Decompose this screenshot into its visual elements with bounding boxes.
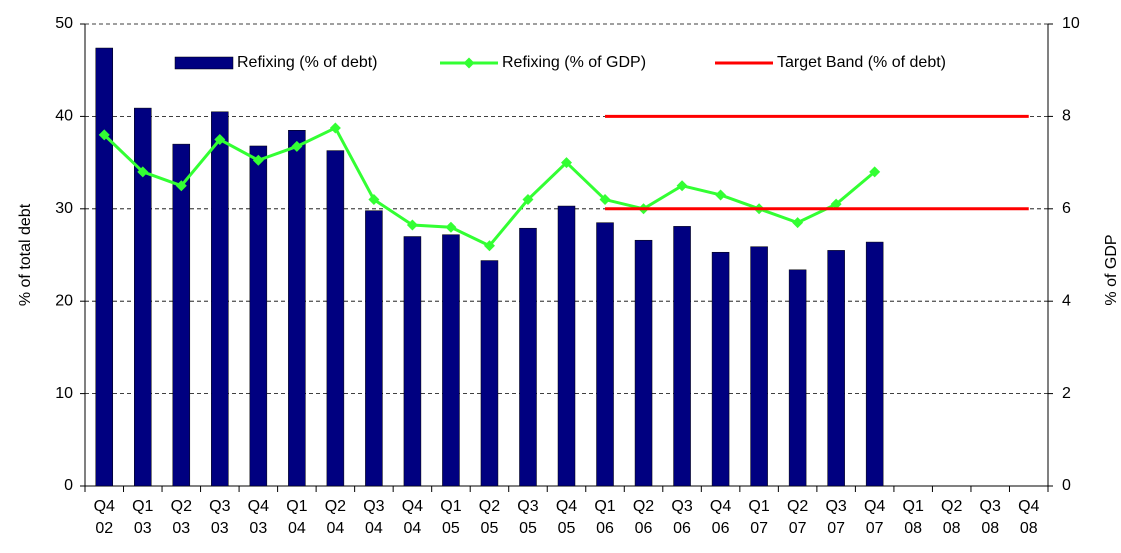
y2-tick-label: 10 bbox=[1062, 15, 1080, 32]
x-tick-label: Q2 08 bbox=[941, 498, 963, 537]
bar bbox=[403, 236, 422, 487]
y-axis-label: % of total debt bbox=[17, 203, 34, 306]
x-tick-label: Q3 08 bbox=[979, 498, 1001, 537]
marker bbox=[137, 166, 149, 178]
bar bbox=[827, 250, 845, 487]
bar bbox=[711, 251, 730, 487]
bar bbox=[134, 107, 152, 487]
x-tick-label: Q3 03 bbox=[209, 498, 231, 537]
bar bbox=[788, 269, 807, 487]
marker bbox=[561, 157, 572, 169]
y2-tick-label: 8 bbox=[1062, 108, 1071, 125]
legend-label: Refixing (% of GDP) bbox=[502, 54, 646, 71]
bar bbox=[634, 239, 653, 487]
bar bbox=[249, 145, 268, 487]
bar bbox=[172, 143, 191, 487]
marker bbox=[406, 219, 418, 231]
x-tick-label: Q1 03 bbox=[132, 498, 154, 537]
bar bbox=[865, 241, 884, 487]
bar bbox=[557, 205, 576, 487]
marker bbox=[483, 240, 495, 252]
marker bbox=[445, 221, 457, 233]
marker bbox=[676, 180, 688, 192]
marker bbox=[291, 140, 303, 152]
y-tick-label: 10 bbox=[55, 385, 73, 402]
x-tick-label: Q4 03 bbox=[247, 498, 269, 537]
bar bbox=[480, 260, 499, 487]
marker bbox=[214, 134, 226, 145]
marker bbox=[715, 189, 727, 201]
y-tick-label: 30 bbox=[55, 200, 73, 217]
marker bbox=[599, 194, 611, 206]
x-tick-label: Q2 03 bbox=[170, 498, 192, 537]
bar bbox=[326, 150, 345, 487]
bar bbox=[750, 246, 768, 487]
y-tick-label: 0 bbox=[64, 477, 73, 494]
x-tick-label: Q4 02 bbox=[93, 498, 115, 537]
x-tick-label: Q4 05 bbox=[555, 498, 578, 537]
marker bbox=[792, 217, 804, 229]
bar bbox=[288, 130, 306, 487]
legend-marker bbox=[463, 57, 475, 69]
x-tick-label: Q4 06 bbox=[709, 498, 732, 537]
x-tick-label: Q4 08 bbox=[1018, 498, 1040, 537]
x-tick-label: Q1 08 bbox=[902, 498, 924, 537]
y2-tick-label: 6 bbox=[1062, 200, 1071, 217]
bar bbox=[95, 47, 114, 487]
legend-swatch bbox=[174, 56, 234, 70]
y2-tick-label: 4 bbox=[1062, 292, 1071, 309]
marker bbox=[830, 198, 842, 210]
legend-label: Target Band (% of debt) bbox=[777, 54, 946, 71]
x-tick-label: Q2 06 bbox=[632, 498, 655, 537]
x-tick-label: Q2 07 bbox=[786, 498, 809, 537]
marker bbox=[175, 180, 187, 192]
y-tick-label: 40 bbox=[55, 108, 73, 125]
bar bbox=[442, 234, 460, 487]
marker bbox=[329, 122, 341, 134]
x-tick-label: Q4 07 bbox=[863, 498, 886, 537]
x-tick-label: Q2 05 bbox=[478, 498, 501, 537]
x-tick-label: Q1 07 bbox=[748, 498, 770, 537]
y2-tick-label: 0 bbox=[1062, 477, 1071, 494]
bar bbox=[519, 227, 537, 487]
marker bbox=[98, 129, 110, 141]
y-tick-label: 20 bbox=[55, 292, 73, 309]
y-tick-label: 50 bbox=[55, 15, 73, 32]
x-tick-label: Q3 07 bbox=[825, 498, 847, 537]
x-tick-label: Q1 04 bbox=[286, 498, 308, 537]
bar bbox=[211, 111, 229, 487]
legend-label: Refixing (% of debt) bbox=[237, 54, 378, 71]
bar bbox=[596, 222, 614, 487]
x-tick-label: Q1 06 bbox=[594, 498, 616, 537]
x-tick-label: Q3 04 bbox=[363, 498, 385, 537]
y2-axis-label: % of GDP bbox=[1103, 234, 1120, 305]
x-tick-label: Q3 05 bbox=[517, 498, 539, 537]
x-tick-label: Q4 04 bbox=[401, 498, 424, 537]
marker bbox=[869, 166, 881, 178]
y2-tick-label: 2 bbox=[1062, 385, 1071, 402]
bar bbox=[673, 226, 691, 487]
marker bbox=[522, 194, 534, 206]
marker bbox=[252, 154, 264, 166]
x-tick-label: Q2 04 bbox=[324, 498, 347, 537]
marker bbox=[368, 194, 380, 206]
x-tick-label: Q3 06 bbox=[671, 498, 693, 537]
bar bbox=[365, 210, 383, 487]
x-tick-label: Q1 05 bbox=[440, 498, 462, 537]
